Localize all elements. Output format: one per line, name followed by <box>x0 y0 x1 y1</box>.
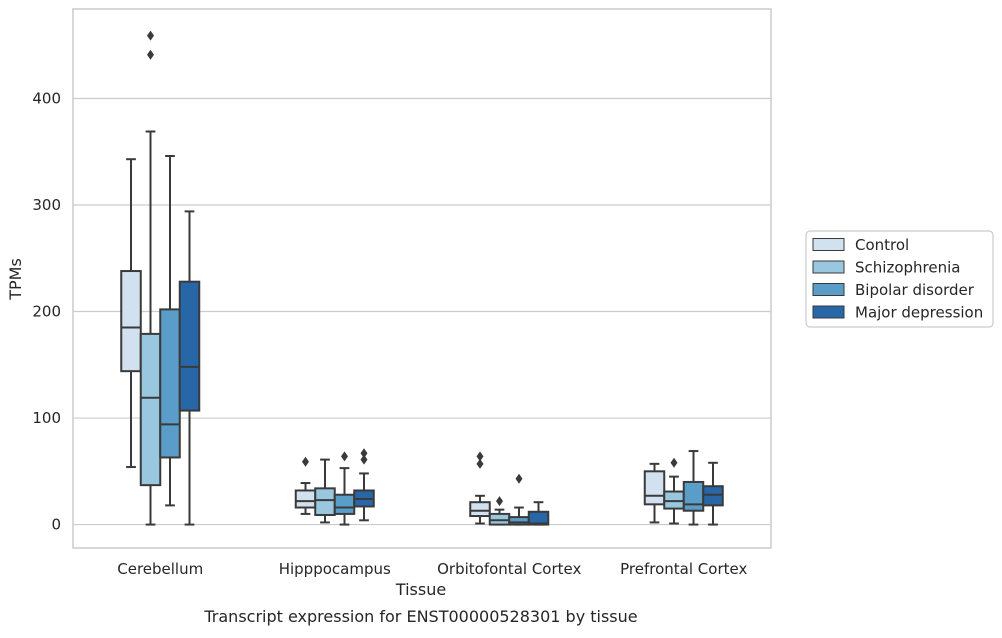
box <box>508 516 530 526</box>
legend-label: Schizophrenia <box>855 259 960 277</box>
box-group <box>353 448 375 522</box>
box <box>488 512 511 526</box>
legend-swatch <box>812 238 845 251</box>
y-tick-label: 400 <box>32 89 61 107</box>
box <box>314 487 336 516</box>
box-group <box>120 158 142 469</box>
box <box>120 270 142 373</box>
outlier-point <box>496 496 503 507</box>
outlier-point <box>147 30 154 41</box>
box <box>663 490 685 510</box>
x-axis-label: Tissue <box>395 580 446 599</box>
box <box>178 280 201 412</box>
legend-label: Major depression <box>855 304 983 322</box>
outlier-point <box>360 448 368 459</box>
box <box>333 493 356 515</box>
y-tick-labels: 0 100 200 300 400 <box>32 89 61 533</box>
y-tick-label: 200 <box>32 303 61 321</box>
box <box>527 510 550 526</box>
x-tick-label: Hipppocampus <box>279 560 391 578</box>
box-group <box>314 458 336 524</box>
box-group <box>643 462 666 524</box>
legend-swatch <box>812 283 845 296</box>
box-group <box>702 461 724 526</box>
box-group <box>139 30 162 526</box>
y-axis-label: TPMs <box>6 258 25 301</box>
box <box>159 308 181 459</box>
box-group <box>488 496 511 526</box>
x-tick-label: Orbitofontal Cortex <box>437 560 581 578</box>
box-group <box>508 473 530 526</box>
box-group <box>469 451 491 525</box>
chart-caption: Transcript expression for ENST0000052830… <box>203 607 637 626</box>
outlier-point <box>515 473 523 484</box>
box <box>469 501 491 518</box>
legend-label: Control <box>855 236 909 254</box>
outlier-point <box>476 458 484 469</box>
outlier-point <box>147 49 154 60</box>
box <box>702 485 724 507</box>
box-group <box>294 456 317 515</box>
box <box>294 489 317 509</box>
plot-area-frame <box>72 8 772 549</box>
y-tick-label: 300 <box>32 196 61 214</box>
box-group <box>333 451 356 526</box>
box-group <box>527 501 550 526</box>
box <box>682 480 705 512</box>
outlier-point <box>302 456 309 467</box>
x-tick-label: Prefrontal Cortex <box>620 560 747 578</box>
box <box>139 332 162 487</box>
box-group <box>159 155 181 507</box>
y-tick-label: 100 <box>32 409 61 427</box>
box-group <box>682 450 705 526</box>
box <box>643 470 666 506</box>
legend-swatch <box>812 305 845 319</box>
y-tick-label: 0 <box>51 516 61 534</box>
legend-label: Bipolar disorder <box>855 281 975 299</box>
x-tick-labels: Cerebellum Hipppocampus Orbitofontal Corte… <box>117 560 747 578</box>
outlier-point <box>360 454 368 465</box>
outlier-point <box>341 451 348 462</box>
box-group <box>663 457 685 525</box>
legend-frame <box>805 230 994 328</box>
box-group <box>178 210 201 526</box>
legend: Control Schizophrenia Bipolar disorder Majo… <box>805 230 994 328</box>
outlier-point <box>476 451 484 462</box>
legend-swatch <box>812 260 845 274</box>
x-tick-label: Cerebellum <box>117 560 203 578</box>
boxes <box>120 30 724 526</box>
outlier-point <box>670 457 678 468</box>
